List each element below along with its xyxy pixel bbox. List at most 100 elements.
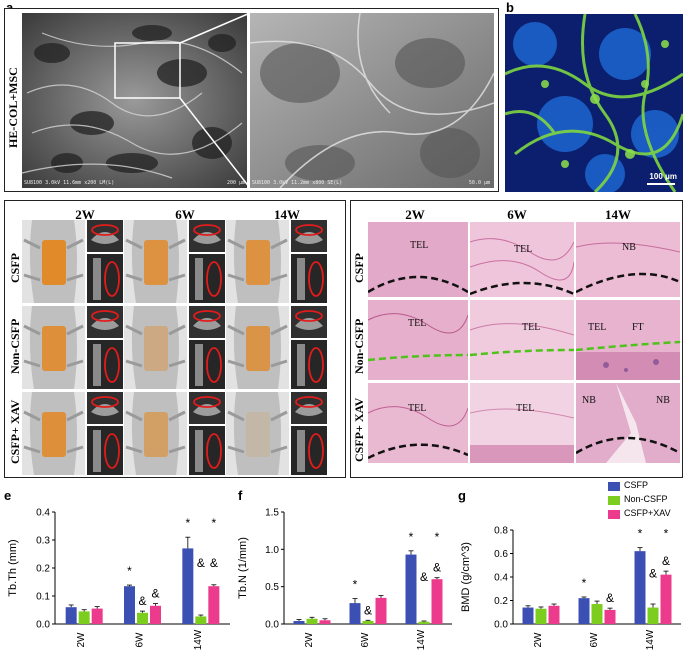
- fluorescence-scale: 100 μm: [649, 172, 677, 181]
- he-label: TEL: [408, 403, 427, 414]
- significance-star: *: [353, 578, 358, 592]
- bar: [431, 579, 443, 624]
- panel-letter-f: f: [238, 488, 243, 503]
- bar: [150, 605, 161, 624]
- legend-swatch-csfp-xav: [608, 510, 620, 519]
- he-tile-csfp-2w: TEL: [368, 222, 468, 297]
- ct-axial-slice: [189, 306, 225, 338]
- panel-d-row-csfp-xav: CSFP+ XAV: [352, 397, 366, 462]
- y-axis-label: Tb.Th (mm): [7, 539, 19, 596]
- he-label: FT: [632, 322, 644, 333]
- he-tile-csfp-xav-14w: NB NB: [576, 383, 680, 463]
- ct-axial-slice: [291, 306, 327, 338]
- ct-axial-slice: [291, 220, 327, 252]
- bar: [124, 586, 135, 624]
- significance-ampersand: &: [197, 556, 205, 570]
- panel-a-row-label: HE-COL+MSC: [6, 67, 20, 148]
- sem-left-caption: SU8100 3.0kV 11.6mm x200 LM(L): [24, 180, 115, 186]
- bar: [522, 607, 534, 624]
- ct-spine-render: [226, 220, 289, 303]
- ct-spine-render: [22, 220, 85, 303]
- zoom-lines: [179, 13, 251, 188]
- bar: [535, 608, 547, 624]
- significance-star: *: [664, 527, 669, 541]
- panel-c-col-6w: 6W: [175, 207, 195, 222]
- panel-c-row-csfp-xav: CSFP+ XAV: [8, 399, 22, 464]
- ct-spine-render: [22, 306, 85, 389]
- ct-axial-slice: [189, 392, 225, 424]
- ct-spine-render: [124, 220, 187, 303]
- he-label: TEL: [408, 318, 427, 329]
- panel-c-col-2w: 2W: [75, 207, 95, 222]
- x-tick-label: 2W: [304, 632, 315, 648]
- he-tile-csfp-14w: NB: [576, 222, 680, 297]
- bar: [306, 618, 318, 624]
- he-label: TEL: [410, 240, 429, 251]
- significance-star: *: [435, 530, 440, 544]
- chart-tb-th: 0.00.10.20.30.4Tb.Th (mm)2W 6W 14W*&&*& &*: [7, 508, 230, 650]
- sem-image-low-mag: SU8100 3.0kV 11.6mm x200 LM(L) 200 μm: [22, 13, 247, 188]
- legend-swatch-csfp: [608, 482, 620, 491]
- sem-image-high-mag: SU8100 3.0kV 11.2mm x800 SE(L) 50.0 μm: [250, 13, 494, 188]
- bar: [182, 548, 194, 624]
- panel-d-row-csfp: CSFP: [352, 253, 366, 283]
- x-tick-label: 2W: [533, 632, 544, 648]
- ct-sagittal-slice: [291, 426, 327, 475]
- significance-star: *: [185, 516, 190, 530]
- chart-tb-n: 0.00.51.01.5Tb.N (1/mm)2W 6W 14W*&*&&*: [237, 508, 452, 650]
- x-tick-label: 14W: [416, 629, 427, 650]
- he-label: NB: [656, 395, 670, 406]
- significance-ampersand: &: [433, 561, 441, 575]
- bar: [591, 604, 603, 624]
- ct-sagittal-slice: [189, 426, 225, 475]
- ct-sagittal-slice: [87, 426, 123, 475]
- panel-d-col-6w: 6W: [507, 207, 527, 222]
- ct-sagittal-slice: [189, 340, 225, 389]
- legend: CSFP Non-CSFP CSFP+XAV: [608, 479, 685, 525]
- ct-spine-render: [226, 392, 289, 475]
- he-label: NB: [582, 395, 596, 406]
- x-tick-label: 6W: [135, 632, 146, 648]
- panel-d-col-2w: 2W: [405, 207, 425, 222]
- sem-right-scale: 50.0 μm: [468, 180, 490, 186]
- y-tick-label: 0.8: [494, 526, 508, 537]
- ct-sagittal-slice: [291, 340, 327, 389]
- ct-spine-render: [22, 392, 85, 475]
- y-tick-label: 1.5: [265, 508, 279, 519]
- x-tick-label: 14W: [645, 629, 656, 650]
- sem-right-caption: SU8100 3.0kV 11.2mm x800 SE(L): [252, 180, 343, 186]
- x-tick-label: 6W: [360, 632, 371, 648]
- bar: [293, 621, 305, 624]
- significance-ampersand: &: [151, 587, 159, 601]
- bar: [208, 586, 220, 624]
- y-tick-label: 0.6: [494, 549, 508, 560]
- ct-axial-slice: [87, 392, 123, 424]
- significance-ampersand: &: [138, 594, 146, 608]
- significance-ampersand: &: [210, 556, 218, 570]
- panel-letter-g: g: [458, 488, 466, 503]
- bar: [195, 616, 207, 624]
- sem-left-scale: 200 μm: [226, 180, 245, 186]
- y-tick-label: 0.2: [36, 564, 50, 575]
- x-tick-label: 2W: [76, 632, 87, 648]
- y-axis-label: Tb.N (1/mm): [237, 537, 249, 599]
- y-tick-label: 0.2: [494, 596, 508, 607]
- significance-star: *: [211, 516, 216, 530]
- bar: [647, 607, 659, 624]
- significance-star: *: [409, 530, 414, 544]
- bar: [634, 551, 646, 624]
- bar: [375, 597, 387, 624]
- y-tick-label: 0.0: [265, 620, 279, 631]
- he-label: TEL: [514, 244, 533, 255]
- significance-ampersand: &: [420, 570, 428, 584]
- y-tick-label: 1.0: [265, 545, 279, 556]
- he-tile-csfp-xav-6w: TEL: [470, 383, 574, 463]
- ct-spine-render: [124, 306, 187, 389]
- y-tick-label: 0.0: [494, 620, 508, 631]
- ct-axial-slice: [87, 220, 123, 252]
- panel-letter-e: e: [4, 488, 12, 503]
- he-tile-csfp-xav-2w: TEL: [368, 383, 468, 463]
- bar: [578, 598, 590, 624]
- bar: [604, 609, 616, 624]
